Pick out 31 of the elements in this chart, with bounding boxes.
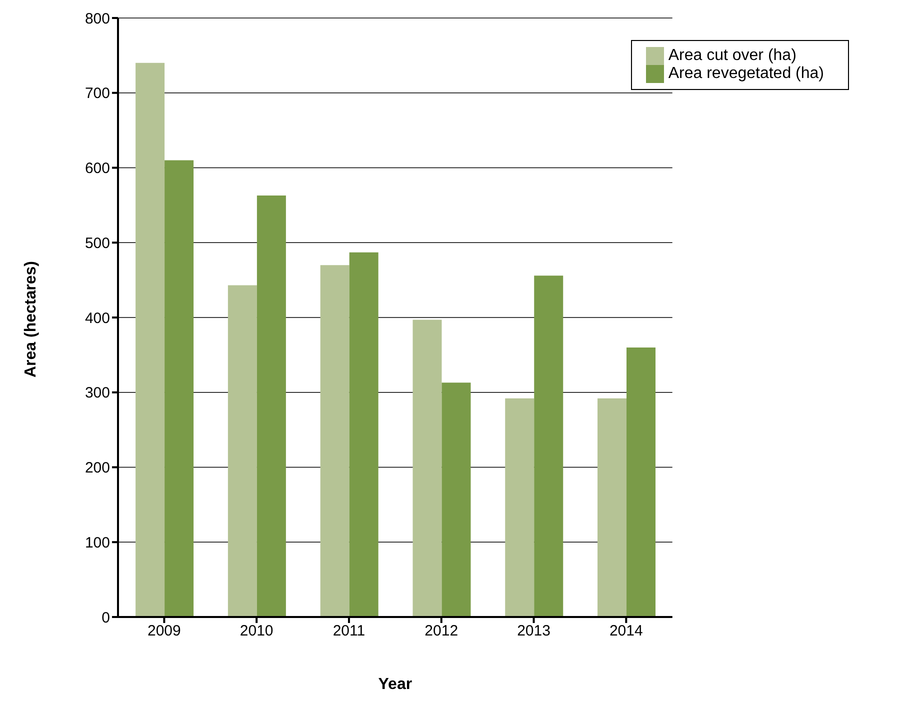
bar	[534, 276, 564, 617]
bar	[256, 195, 286, 617]
bar	[626, 347, 656, 617]
x-tick-label: 2010	[240, 622, 274, 640]
y-tick-label: 300	[84, 384, 110, 402]
y-tick-label: 500	[84, 234, 110, 252]
x-axis-title: Year	[378, 676, 412, 693]
x-tick-label: 2013	[517, 622, 550, 640]
bar	[598, 398, 627, 617]
y-tick-label: 700	[84, 85, 110, 102]
legend-label: Area cut over (ha)	[668, 47, 796, 64]
bar	[349, 252, 378, 617]
y-tick-label: 800	[84, 10, 110, 28]
bar	[136, 62, 165, 617]
bar	[228, 285, 257, 617]
y-tick-label: 100	[84, 534, 110, 552]
legend-label: Area revegetated (ha)	[668, 65, 824, 82]
bar	[412, 320, 442, 617]
bar	[442, 382, 471, 617]
x-tick-label: 2014	[609, 622, 643, 640]
y-tick-label: 600	[84, 160, 110, 178]
y-tick-label: 200	[84, 460, 110, 477]
bar	[505, 398, 534, 617]
bar	[164, 160, 194, 617]
x-tick-label: 2009	[148, 622, 181, 640]
x-tick-label: 2011	[332, 622, 366, 640]
bar	[320, 265, 350, 617]
y-tick-label: 400	[84, 310, 110, 327]
y-axis-title: Area (hectares)	[22, 261, 40, 378]
x-tick-label: 2012	[424, 622, 458, 640]
y-tick-label: 0	[102, 609, 110, 626]
